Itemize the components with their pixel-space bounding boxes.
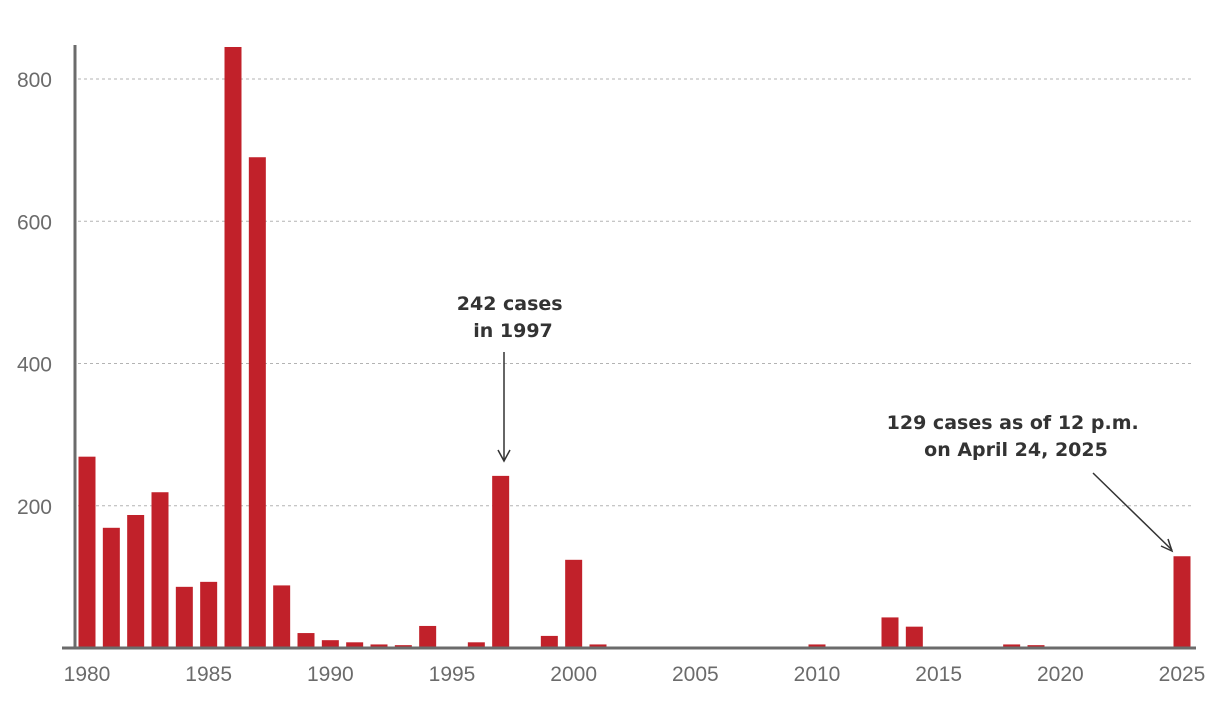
annotation-2025-arrowhead (1160, 538, 1174, 553)
annotation-2025-arrow (1092, 472, 1173, 551)
annotation-1997-line-1: 242 cases (457, 293, 563, 315)
bar-1987 (248, 157, 266, 649)
bar-2018 (1003, 644, 1021, 648)
bar-2025 (1173, 556, 1191, 648)
x-tick-label: 2010 (794, 663, 841, 686)
y-tick-label: 200 (17, 496, 52, 519)
bar-1985 (200, 581, 218, 648)
x-tick-labels: 1980 1985 1990 1995 2000 2005 2010 2015 2020 2025 (64, 663, 1206, 686)
x-tick-label: 2025 (1159, 663, 1206, 686)
bar-1990 (321, 640, 339, 648)
bar-1981 (102, 527, 120, 648)
x-tick-label: 1980 (64, 663, 111, 686)
svg-text:242 cases in 1997: 242 cases in 1997 (457, 293, 570, 342)
bar-1999 (540, 635, 558, 648)
bar-1989 (297, 633, 315, 648)
axes (62, 45, 1196, 650)
y-tick-label: 600 (17, 211, 52, 234)
svg-text:129 cases as of 12 p.m.: 129 cases as of 12 p.m. on April 24, 202… (887, 412, 1146, 461)
annotation-1997-arrowhead (497, 449, 511, 463)
bar-2014 (905, 626, 923, 648)
annotation-2025-line-2: on April 24, 2025 (924, 439, 1108, 461)
bar-2010 (808, 644, 826, 648)
bar-2001 (589, 644, 607, 648)
y-tick-label: 400 (17, 354, 52, 377)
bar-1986 (224, 46, 242, 648)
x-tick-label: 2000 (550, 663, 597, 686)
bar-1991 (346, 642, 364, 648)
annotation-2025-line-1: 129 cases as of 12 p.m. (887, 412, 1139, 434)
bar-1980 (78, 456, 96, 648)
annotation-1997-line-2: in 1997 (473, 320, 553, 342)
bar-2000 (565, 559, 583, 648)
x-tick-label: 2015 (915, 663, 962, 686)
bar-1997 (492, 475, 510, 648)
x-tick-label: 1995 (429, 663, 476, 686)
bar-1982 (127, 514, 145, 648)
x-tick-label: 1985 (185, 663, 232, 686)
bar-1988 (273, 585, 291, 648)
bar-1984 (175, 586, 193, 648)
y-tick-label: 800 (17, 69, 52, 92)
x-tick-label: 1990 (307, 663, 354, 686)
bar-1983 (151, 492, 169, 648)
x-tick-label: 2020 (1037, 663, 1084, 686)
bar-1992 (370, 644, 388, 648)
annotation-2025: 129 cases as of 12 p.m. on April 24, 202… (887, 412, 1174, 553)
x-tick-label: 2005 (672, 663, 719, 686)
y-tick-labels: 200 400 600 800 (17, 69, 52, 519)
bar-1994 (419, 625, 437, 648)
annotation-1997: 242 cases in 1997 (457, 293, 570, 463)
bar-1996 (467, 642, 485, 648)
bar-2013 (881, 617, 899, 648)
bars (78, 46, 1191, 649)
